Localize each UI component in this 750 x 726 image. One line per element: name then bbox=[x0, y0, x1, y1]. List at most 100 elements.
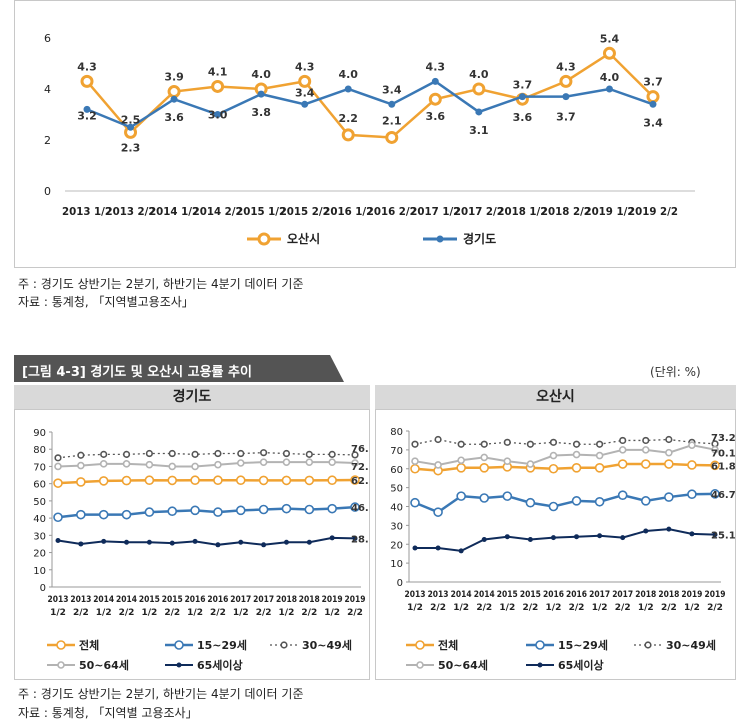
x-tick-year: 2016 bbox=[207, 595, 228, 605]
x-tick-year: 2017 bbox=[589, 590, 610, 600]
series-point-dotted bbox=[54, 454, 62, 462]
series-point-blue bbox=[76, 509, 86, 520]
data-label: 3.4 bbox=[643, 116, 663, 129]
y-tick-label: 60 bbox=[33, 480, 46, 491]
series-point-dark bbox=[101, 538, 107, 544]
series-point-gray bbox=[641, 446, 650, 454]
x-tick-half: 1/2 bbox=[279, 608, 295, 618]
data-label: 4.3 bbox=[556, 60, 576, 73]
figure-title-banner bbox=[14, 355, 344, 382]
series-point-orange bbox=[571, 463, 582, 473]
y-tick-label: 0 bbox=[397, 578, 403, 589]
series-point-orange bbox=[144, 475, 155, 486]
series-point-dark bbox=[574, 534, 580, 540]
x-tick-half: 1/2 bbox=[324, 608, 340, 618]
series-point-blue bbox=[350, 502, 360, 512]
data-label: 3.6 bbox=[513, 111, 533, 124]
series-point-orange bbox=[350, 475, 360, 485]
x-tick-year: 2013 bbox=[405, 590, 426, 600]
legend-marker bbox=[537, 662, 543, 668]
x-tick-half: 2/2 bbox=[73, 608, 89, 618]
y-tick-label: 2 bbox=[44, 134, 51, 147]
x-tick-half: 1/2 bbox=[187, 608, 203, 618]
data-label: 3.7 bbox=[513, 79, 533, 92]
end-value-label: 46.7 bbox=[711, 490, 735, 501]
series-point-blue bbox=[617, 490, 628, 500]
x-tick-year: 2016 bbox=[543, 590, 564, 600]
series-point-dark bbox=[78, 541, 84, 547]
y-tick-label: 10 bbox=[390, 559, 403, 570]
osan-point bbox=[385, 130, 399, 144]
data-label: 3.7 bbox=[643, 76, 663, 89]
series-point-blue bbox=[144, 507, 155, 517]
series-point-gray bbox=[214, 460, 222, 469]
series-point-dotted bbox=[145, 449, 153, 458]
series-point-dark bbox=[124, 539, 130, 545]
legend-label: 15~29세 bbox=[197, 638, 247, 652]
x-tick-half: 2/2 bbox=[615, 603, 631, 613]
left-panel-title: 경기도 bbox=[14, 385, 370, 409]
series-line-gray bbox=[57, 461, 356, 468]
x-tick-label: 2019 2/2 bbox=[628, 206, 678, 218]
x-tick-year: 2015 bbox=[139, 595, 160, 605]
legend-label: 30~49세 bbox=[302, 638, 352, 652]
series-point-dotted bbox=[77, 451, 85, 459]
series-point-blue bbox=[327, 503, 337, 514]
legend-label: 65세이상 bbox=[197, 658, 243, 672]
x-tick-half: 2/2 bbox=[569, 603, 585, 613]
end-value-label: 73.2 bbox=[711, 433, 735, 444]
x-tick-label: 2017 2/2 bbox=[454, 206, 504, 218]
x-tick-year: 2013 bbox=[70, 595, 91, 605]
series-line-gray bbox=[414, 444, 716, 466]
series-point-dark bbox=[666, 526, 672, 532]
series-point-dotted bbox=[526, 440, 534, 448]
data-label: 3.6 bbox=[426, 110, 446, 123]
series-point-dotted bbox=[619, 436, 627, 445]
figure-title: [그림 4-3] 경기도 및 오산시 고용률 추이 bbox=[22, 365, 252, 380]
osan-point bbox=[428, 92, 442, 106]
x-tick-half: 1/2 bbox=[407, 603, 423, 613]
series-point-gray bbox=[526, 460, 535, 468]
x-tick-label: 2015 2/2 bbox=[280, 206, 330, 218]
x-tick-year: 2015 bbox=[520, 590, 541, 600]
series-point-orange bbox=[167, 475, 178, 486]
series-point-blue bbox=[479, 493, 490, 503]
series-point-blue bbox=[456, 491, 466, 501]
series-point-gray bbox=[434, 461, 442, 469]
right-panel: 0 10 20 30 40 50 60 70 80 2013 1/2 2013 2/2 2014 1/2 20… bbox=[375, 409, 736, 680]
series-line-gyeonggi bbox=[86, 79, 654, 129]
series-point-blue bbox=[281, 503, 292, 514]
end-value-label: 28.2 bbox=[351, 534, 369, 545]
series-point-gray bbox=[688, 441, 696, 449]
data-label: 3.4 bbox=[382, 83, 402, 96]
series-point-gray bbox=[618, 446, 627, 454]
x-tick-year: 2017 bbox=[253, 595, 274, 605]
x-tick-half: 1/2 bbox=[50, 608, 66, 618]
series-point-blue bbox=[167, 506, 178, 517]
series-point-gray bbox=[236, 459, 245, 467]
x-tick-label: 2016 2/2 bbox=[367, 206, 417, 218]
series-point-gray bbox=[457, 456, 465, 465]
series-point-dotted bbox=[168, 449, 176, 458]
data-label: 3.4 bbox=[295, 86, 315, 99]
series-point-orange bbox=[687, 460, 697, 470]
osan-point bbox=[646, 90, 660, 104]
series-point-orange bbox=[327, 475, 337, 486]
series-point-orange bbox=[664, 459, 674, 469]
series-point-dark bbox=[352, 535, 358, 541]
x-tick-label: 2017 1/2 bbox=[410, 206, 460, 218]
legend-label: 경기도 bbox=[463, 231, 496, 246]
x-tick-year: 2019 bbox=[705, 590, 726, 600]
series-line-dark bbox=[57, 536, 356, 546]
x-tick-year: 2015 bbox=[497, 590, 518, 600]
x-tick-label: 2013 1/2 bbox=[62, 206, 112, 218]
data-label: 5.4 bbox=[600, 32, 620, 45]
x-tick-year: 2019 bbox=[345, 595, 366, 605]
series-point-blue bbox=[53, 512, 63, 523]
x-tick-half: 2/2 bbox=[707, 603, 723, 613]
series-point-blue bbox=[433, 507, 443, 517]
data-label: 3.7 bbox=[556, 111, 576, 124]
series-point-dotted bbox=[328, 450, 336, 458]
series-point-dark bbox=[435, 545, 441, 551]
top-note-1: 주 : 경기도 상반기는 2분기, 하반기는 4분기 데이터 기준 bbox=[18, 277, 304, 291]
